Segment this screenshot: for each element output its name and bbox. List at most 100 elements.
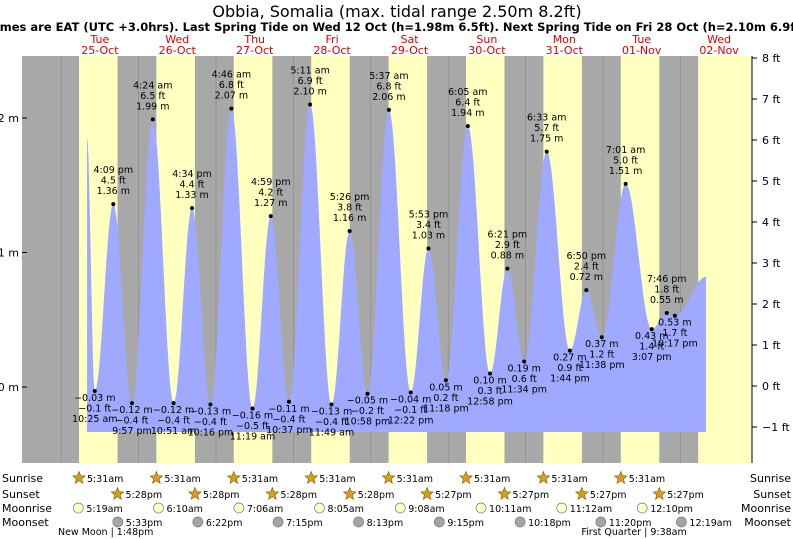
moonset-moon-icon <box>514 516 526 528</box>
sunset-star-icon <box>187 486 202 500</box>
sunset-time: 5:28pm <box>280 490 317 501</box>
high-tide-label: 4.2 ft <box>258 188 283 199</box>
moonrise-moon-icon <box>153 502 164 514</box>
moonset-time: 5:33pm <box>126 518 163 529</box>
high-tide-label: 6.4 ft <box>455 98 480 109</box>
day-name: Wed <box>165 33 189 46</box>
moonrise-time: 6:10am <box>166 504 202 515</box>
tide-point <box>129 401 134 406</box>
high-tide-label: 1.33 m <box>175 190 208 201</box>
tide-point <box>268 214 273 219</box>
low-tide-label: 11:49 am <box>309 427 354 438</box>
moonset-moon-icon <box>192 516 204 528</box>
high-tide-label: 6:33 am <box>527 113 566 124</box>
moonrise-time: 7:06am <box>247 504 283 515</box>
tide-point <box>347 228 352 233</box>
low-tide-label: −0.4 ft <box>272 414 305 425</box>
tide-point <box>623 181 628 186</box>
right-axis-label: 4 ft <box>762 216 781 229</box>
high-tide-label: 4:59 pm <box>251 177 291 188</box>
tide-point <box>505 266 510 271</box>
low-tide-label: 11:19 am <box>230 432 275 443</box>
high-tide-label: 4.5 ft <box>101 176 126 187</box>
sunrise-time: 5:31am <box>551 474 587 485</box>
tide-point <box>664 311 669 316</box>
high-tide-label: 5.7 ft <box>534 123 559 134</box>
low-tide-label: 0.6 ft <box>512 374 537 385</box>
sunset-time: 5:28pm <box>126 490 163 501</box>
low-tide-label: 0.10 m <box>473 376 506 387</box>
low-tide-label: 11:34 pm <box>501 384 547 395</box>
right-axis-label: 1 ft <box>762 339 781 352</box>
tide-point <box>522 359 527 364</box>
low-tide-label: 10:37 pm <box>266 425 312 436</box>
tide-point <box>286 399 291 404</box>
sunrise-star-icon <box>304 470 319 484</box>
sunset-star-icon <box>497 486 512 500</box>
day-name: Fri <box>326 33 339 46</box>
low-tide-label: 9:57 pm <box>112 426 152 437</box>
low-tide-label: −0.12 m <box>153 405 194 416</box>
tide-point <box>488 371 493 376</box>
moonrise-time: 8:05am <box>327 504 363 515</box>
high-tide-label: 6:50 pm <box>567 251 607 262</box>
right-axis-label: −1 ft <box>762 421 790 434</box>
sunset-star-icon <box>110 486 125 500</box>
moonrise-moon-icon <box>314 502 325 514</box>
low-tide-label: 10:25 am <box>72 414 117 425</box>
right-axis-label: 2 ft <box>762 298 781 311</box>
tide-point <box>567 348 572 353</box>
day-date: 29-Oct <box>391 44 429 57</box>
high-tide-label: 1.99 m <box>136 101 169 112</box>
day-date: 27-Oct <box>236 44 274 57</box>
high-tide-label: 1.8 ft <box>654 285 679 296</box>
low-tide-label: −0.12 m <box>111 405 152 416</box>
sunset-time: 5:28pm <box>358 490 395 501</box>
tide-point <box>672 313 677 318</box>
high-tide-label: 7:46 pm <box>647 274 687 285</box>
high-tide-label: 4:09 pm <box>93 165 133 176</box>
low-tide-label: −0.04 m <box>390 394 431 405</box>
low-tide-label: 11:38 pm <box>579 360 625 371</box>
high-tide-label: 6.8 ft <box>219 80 244 91</box>
high-tide-label: 1.94 m <box>451 108 484 119</box>
high-tide-label: 7:01 am <box>606 145 645 156</box>
day-name: Sun <box>476 33 497 46</box>
low-tide-label: 11:18 pm <box>423 403 469 414</box>
right-axis-label: 8 ft <box>762 52 781 65</box>
sunrise-star-icon <box>459 470 473 484</box>
low-tide-label: 0.37 m <box>585 339 618 350</box>
low-tide-label: 12:58 pm <box>467 397 513 408</box>
tide-point <box>408 390 413 395</box>
moonrise-time: 10:11am <box>489 504 531 515</box>
sunset-time: 5:27pm <box>667 490 704 501</box>
tide-point <box>92 389 97 394</box>
moonrise-time: 5:19am <box>86 504 122 515</box>
moonrise-moon-icon <box>636 502 648 514</box>
low-tide-label: −0.03 m <box>74 393 115 404</box>
day-date: 31-Oct <box>546 44 584 57</box>
high-tide-label: 0.88 m <box>491 251 524 262</box>
high-tide-label: 4:46 am <box>212 70 251 81</box>
low-tide-label: −0.5 ft <box>236 421 269 432</box>
moonset-time: 10:18pm <box>528 518 571 529</box>
high-tide-label: 2.9 ft <box>495 240 520 251</box>
low-tide-label: −0.2 ft <box>351 406 384 417</box>
moonset-time: 12:19am <box>689 518 731 529</box>
high-tide-label: 3.4 ft <box>416 220 441 231</box>
low-tide-label: −0.1 ft <box>78 404 111 415</box>
high-tide-label: 4:34 pm <box>172 169 212 180</box>
sunrise-star-icon <box>381 470 396 484</box>
moonrise-moon-icon <box>72 502 84 514</box>
moonset-moon-icon <box>595 516 607 528</box>
low-tide-label: 0.53 m <box>658 318 691 329</box>
sunset-time: 5:27pm <box>435 490 472 501</box>
high-tide-label: 0.55 m <box>650 295 683 306</box>
low-tide-label: −0.4 ft <box>194 417 227 428</box>
high-tide-label: 1.03 m <box>412 230 445 241</box>
day-name: Sat <box>400 33 419 46</box>
low-tide-label: 10:17 pm <box>652 339 698 350</box>
high-tide-label: 4:24 am <box>133 80 172 91</box>
moonrise-moon-icon <box>233 502 245 514</box>
